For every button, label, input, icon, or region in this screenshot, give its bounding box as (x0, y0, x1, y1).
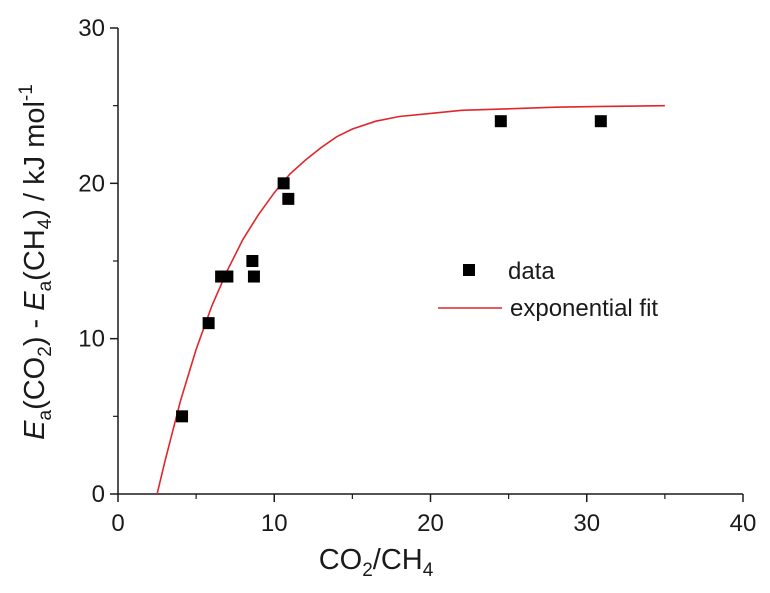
y-tick-label: 10 (78, 326, 105, 353)
legend-label-fit: exponential fit (510, 295, 658, 322)
x-tick-label: 20 (417, 510, 444, 537)
y-tick-label: 20 (78, 170, 105, 197)
y-tick-label: 30 (78, 15, 105, 42)
data-point (221, 270, 234, 283)
x-tick-label: 10 (261, 510, 288, 537)
data-point (277, 177, 290, 190)
legend: data exponential fit (438, 258, 658, 322)
y-tick-label: 0 (92, 481, 105, 508)
legend-marker-data (463, 264, 475, 276)
data-point (282, 192, 295, 205)
data-point (594, 115, 607, 128)
data-point (494, 115, 507, 128)
x-tick-label: 30 (573, 510, 600, 537)
x-axis-label: CO2/CH4 (319, 544, 434, 581)
y-axis-label: Ea(CO2) - Ea(CH4) / kJ mol-1 (16, 84, 56, 440)
x-tick-label: 0 (111, 510, 124, 537)
data-point (202, 317, 215, 330)
data-point (246, 255, 259, 267)
legend-label-data: data (508, 258, 555, 285)
data-point (176, 410, 189, 423)
data-point (247, 270, 260, 283)
plot-area: 0 10 20 30 40 0 10 20 30 (78, 15, 756, 537)
x-tick-label: 40 (730, 510, 757, 537)
